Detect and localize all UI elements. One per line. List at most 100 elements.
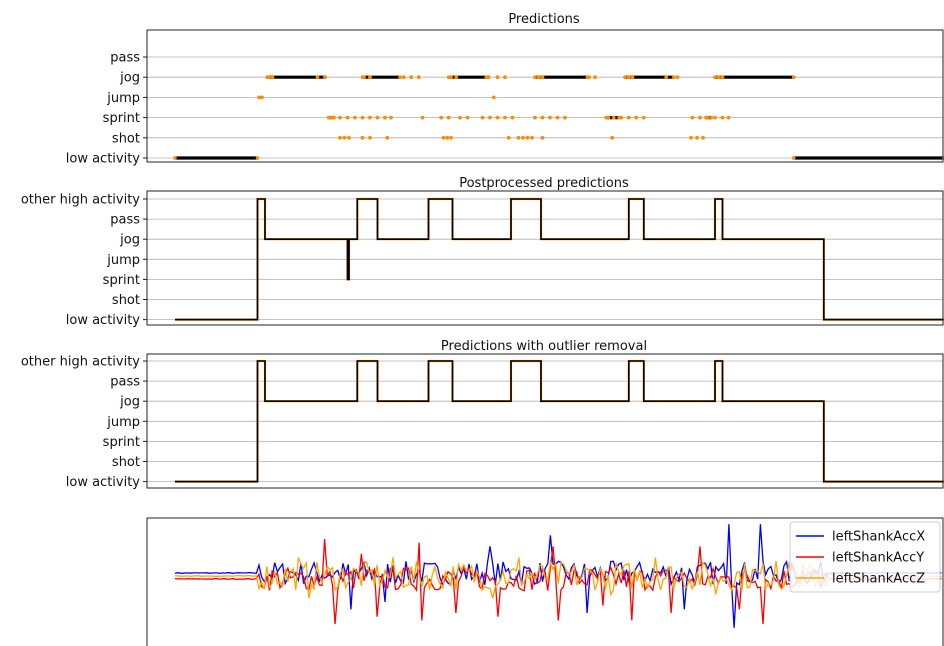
prediction-point bbox=[398, 75, 402, 79]
legend-label: leftShankAccZ bbox=[832, 572, 925, 587]
prediction-point bbox=[345, 115, 350, 120]
prediction-point bbox=[375, 115, 380, 120]
prediction-point bbox=[360, 115, 365, 120]
prediction-point bbox=[533, 115, 537, 120]
prediction-point bbox=[257, 95, 261, 100]
prediction-point bbox=[315, 75, 320, 80]
accelerometer-panel: leftShankAccX leftShankAccY leftShankAccZ bbox=[146, 517, 944, 646]
postprocessed-title: Postprocessed predictions bbox=[459, 176, 629, 191]
prediction-point bbox=[409, 75, 414, 80]
prediction-point bbox=[173, 156, 177, 160]
outlier-removal-axes-frame bbox=[146, 353, 944, 489]
postprocessed-panel: Postprocessed predictions low activity sh… bbox=[21, 176, 944, 328]
prediction-point bbox=[791, 75, 796, 79]
prediction-point bbox=[587, 75, 591, 80]
prediction-point bbox=[506, 135, 511, 140]
prediction-point bbox=[606, 115, 611, 120]
y-tick-label: shot bbox=[112, 293, 140, 308]
outlier-removal-title: Predictions with outlier removal bbox=[441, 339, 647, 354]
predictions-title: Predictions bbox=[508, 12, 580, 27]
prediction-point bbox=[533, 75, 537, 79]
y-tick-label: shot bbox=[112, 131, 140, 146]
prediction-point bbox=[698, 115, 702, 120]
prediction-point bbox=[401, 75, 406, 80]
prediction-point bbox=[385, 135, 390, 140]
prediction-point bbox=[510, 115, 515, 120]
prediction-point bbox=[449, 75, 453, 80]
y-tick-label: sprint bbox=[103, 111, 140, 126]
legend-box bbox=[789, 521, 941, 593]
prediction-point bbox=[791, 156, 796, 160]
prediction-point bbox=[327, 115, 332, 120]
prediction-point bbox=[726, 115, 731, 120]
prediction-point bbox=[610, 135, 615, 140]
prediction-point bbox=[323, 75, 327, 80]
prediction-point bbox=[675, 75, 680, 80]
prediction-point bbox=[270, 75, 275, 80]
prediction-point bbox=[664, 75, 669, 80]
y-tick-label: pass bbox=[110, 51, 140, 66]
prediction-point bbox=[347, 135, 351, 140]
legend-label: leftShankAccY bbox=[832, 551, 924, 566]
y-tick-label: sprint bbox=[103, 435, 140, 450]
prediction-point bbox=[641, 115, 646, 120]
prediction-point bbox=[360, 135, 365, 140]
prediction-point bbox=[525, 135, 530, 140]
y-tick-label: jump bbox=[106, 415, 140, 430]
y-tick-label: low activity bbox=[66, 313, 141, 328]
prediction-point bbox=[701, 135, 705, 140]
prediction-point bbox=[454, 75, 459, 80]
prediction-point bbox=[540, 115, 545, 120]
prediction-point bbox=[446, 115, 451, 120]
prediction-point bbox=[491, 95, 496, 100]
prediction-point bbox=[353, 115, 357, 120]
prediction-point bbox=[713, 115, 717, 120]
prediction-point bbox=[362, 75, 366, 80]
legend-label: leftShankAccX bbox=[832, 530, 925, 545]
accelerometer-legend: leftShankAccX leftShankAccY leftShankAccZ bbox=[789, 521, 941, 593]
y-tick-label: other high activity bbox=[21, 355, 140, 370]
activity-line bbox=[175, 360, 944, 483]
prediction-point bbox=[449, 135, 453, 140]
prediction-point bbox=[555, 115, 560, 120]
prediction-point bbox=[441, 135, 446, 140]
prediction-point bbox=[709, 115, 714, 120]
prediction-point bbox=[611, 115, 616, 120]
prediction-point bbox=[593, 75, 597, 80]
prediction-point bbox=[516, 135, 521, 140]
predictions-panel: Predictions low activity shot sprint jump jo… bbox=[66, 12, 944, 167]
prediction-point bbox=[465, 115, 470, 120]
prediction-point bbox=[705, 115, 710, 120]
prediction-point bbox=[368, 135, 372, 140]
y-tick-label: other high activity bbox=[21, 193, 140, 208]
prediction-point bbox=[458, 115, 462, 120]
prediction-point bbox=[540, 135, 545, 140]
prediction-point bbox=[368, 75, 372, 80]
y-tick-label: low activity bbox=[66, 475, 141, 490]
prediction-point bbox=[495, 75, 500, 80]
prediction-point bbox=[626, 75, 631, 80]
prediction-point bbox=[445, 135, 450, 140]
prediction-point bbox=[619, 115, 624, 120]
prediction-point bbox=[626, 115, 631, 120]
prediction-point bbox=[439, 115, 444, 120]
prediction-point bbox=[495, 115, 500, 120]
prediction-point bbox=[488, 115, 492, 120]
y-tick-label: jog bbox=[119, 71, 140, 86]
y-tick-label: shot bbox=[112, 455, 140, 470]
accelerometer-axes-frame bbox=[146, 517, 944, 646]
predictions-axes-frame bbox=[146, 29, 944, 163]
prediction-point bbox=[503, 75, 507, 80]
prediction-point bbox=[634, 115, 639, 120]
prediction-point bbox=[540, 75, 545, 80]
activity-line bbox=[175, 198, 944, 321]
prediction-point bbox=[486, 75, 491, 80]
y-tick-label: low activity bbox=[66, 152, 141, 167]
y-tick-label: jog bbox=[119, 395, 140, 410]
prediction-point bbox=[342, 135, 347, 140]
prediction-point bbox=[630, 75, 635, 80]
prediction-point bbox=[480, 115, 485, 120]
prediction-point bbox=[563, 115, 567, 120]
prediction-point bbox=[338, 135, 342, 140]
